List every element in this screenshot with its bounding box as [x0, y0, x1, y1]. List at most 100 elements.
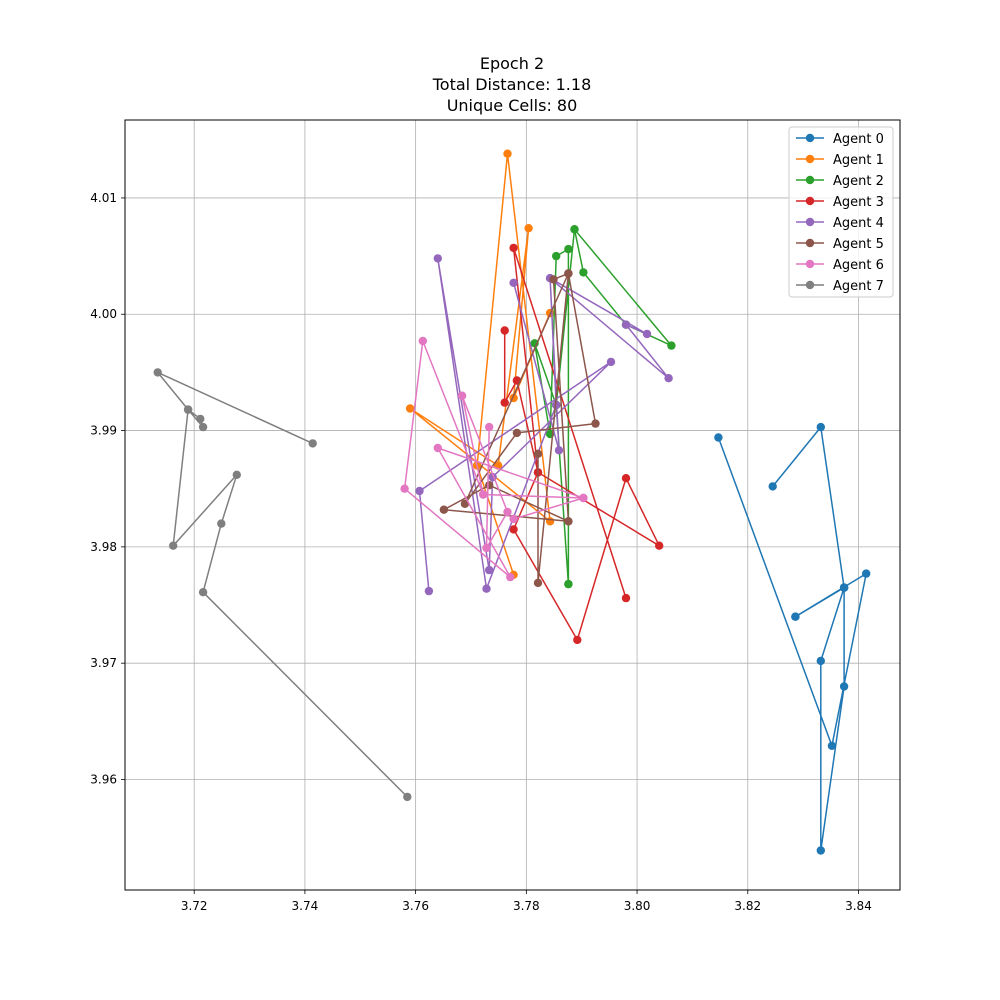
data-point	[153, 368, 162, 377]
y-tick-label: 3.97	[90, 656, 117, 670]
data-point	[564, 244, 573, 254]
data-point	[198, 422, 208, 432]
legend-label: Agent 7	[833, 279, 884, 294]
x-tick-label: 3.74	[292, 899, 319, 913]
data-point	[524, 224, 533, 233]
data-point	[570, 225, 579, 234]
x-tick-label: 3.84	[845, 899, 872, 913]
data-point	[573, 635, 582, 645]
data-point	[433, 443, 442, 453]
legend-entries: Agent 0 Agent 1 Agent 2 Agent 3 Agent 4 Agent…	[796, 132, 884, 294]
x-tick-label: 3.82	[734, 899, 761, 913]
data-point	[655, 541, 664, 550]
data-point	[642, 329, 652, 339]
data-point	[509, 278, 518, 287]
data-point	[485, 422, 494, 432]
data-point	[816, 422, 825, 432]
data-point	[503, 149, 512, 158]
x-tick-label: 3.72	[181, 899, 208, 913]
legend-entry: Agent 4	[796, 216, 884, 231]
data-series	[153, 149, 871, 855]
y-tick-label: 3.96	[90, 773, 117, 787]
axis-ticks: 3.72 3.74 3.76 3.78 3.80 3.82 3.84 3.96 3.97 3.98…	[90, 191, 872, 913]
y-tick-label: 4.00	[90, 307, 117, 321]
data-point	[768, 482, 777, 491]
data-point	[433, 254, 442, 263]
legend-entry: Agent 0	[796, 132, 884, 147]
legend-label: Agent 1	[833, 153, 884, 168]
data-point	[839, 682, 849, 691]
data-point	[439, 505, 449, 514]
legend-entry: Agent 6	[796, 258, 884, 273]
series-agent-3	[500, 243, 664, 645]
data-point	[827, 741, 837, 750]
data-point	[196, 414, 205, 424]
data-point	[415, 486, 424, 496]
legend-marker	[805, 259, 815, 269]
legend-marker	[805, 238, 815, 248]
data-point	[418, 336, 427, 346]
legend-label: Agent 0	[833, 132, 884, 147]
data-point	[482, 584, 491, 593]
data-point	[621, 593, 631, 603]
legend-marker	[805, 133, 815, 143]
data-point	[479, 490, 488, 499]
data-point	[791, 612, 800, 621]
legend-label: Agent 3	[833, 195, 884, 210]
legend-entry: Agent 7	[796, 279, 884, 294]
legend-marker	[805, 217, 815, 227]
legend-label: Agent 2	[833, 174, 884, 189]
chart-title: Epoch 2 Total Distance: 1.18 Unique Cell…	[432, 54, 592, 115]
y-tick-label: 3.99	[90, 424, 117, 438]
data-point	[482, 543, 491, 553]
data-point	[232, 470, 241, 479]
legend-entry: Agent 5	[796, 237, 884, 252]
data-point	[564, 517, 573, 526]
data-point	[457, 391, 467, 400]
data-point	[621, 320, 631, 329]
legend-entry: Agent 2	[796, 174, 884, 189]
y-tick-label: 4.01	[90, 191, 117, 205]
plot-area-frame	[124, 119, 901, 891]
data-point	[714, 433, 723, 442]
data-point	[198, 588, 208, 597]
legend-marker	[805, 154, 815, 164]
data-point	[503, 507, 512, 517]
data-point	[509, 243, 518, 253]
legend-label: Agent 4	[833, 216, 884, 231]
y-tick-label: 3.98	[90, 540, 117, 554]
data-point	[403, 792, 412, 802]
data-point	[554, 446, 564, 455]
data-point	[664, 374, 673, 383]
legend-marker	[805, 175, 815, 185]
data-point	[500, 398, 509, 407]
data-point	[169, 541, 178, 550]
data-point	[545, 517, 555, 526]
legend-marker	[805, 280, 815, 290]
data-point	[667, 341, 676, 350]
series-agent-6	[400, 336, 588, 582]
data-point	[485, 481, 494, 490]
legend-entry: Agent 1	[796, 153, 884, 168]
data-point	[606, 357, 616, 367]
data-point	[424, 586, 434, 596]
legend-box	[788, 126, 894, 298]
data-point	[533, 449, 543, 458]
data-point	[460, 499, 470, 508]
data-point	[217, 519, 226, 528]
data-point	[552, 251, 561, 261]
data-point	[400, 484, 409, 493]
data-point	[816, 656, 825, 666]
data-point	[564, 269, 573, 278]
legend-marker	[805, 196, 815, 206]
legend-label: Agent 6	[833, 258, 884, 273]
data-point	[533, 578, 543, 588]
x-tick-label: 3.76	[402, 899, 429, 913]
x-tick-label: 3.80	[624, 899, 651, 913]
data-point	[506, 572, 515, 582]
data-point	[839, 583, 849, 592]
data-point	[591, 419, 600, 428]
data-point	[512, 428, 522, 438]
chart-title-line-1: Epoch 2	[480, 54, 544, 73]
